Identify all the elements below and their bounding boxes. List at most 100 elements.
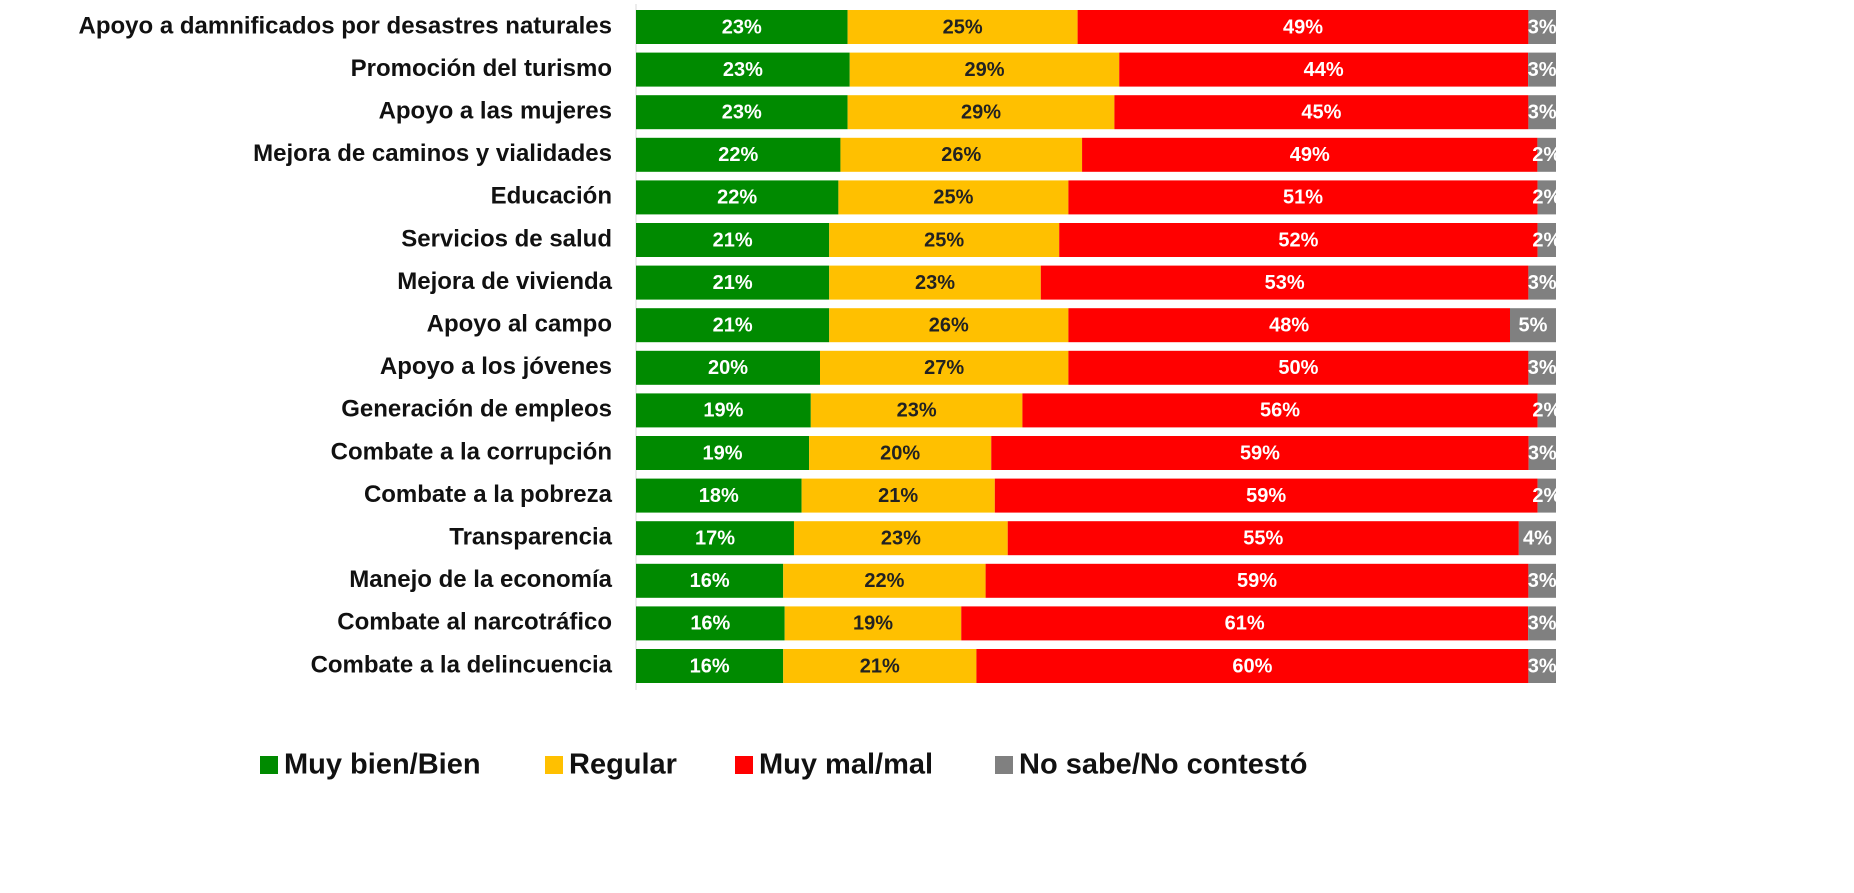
category-label: Servicios de salud [401,225,612,252]
value-label: 21% [713,272,753,294]
bar-segment [1068,308,1510,343]
value-label: 3% [1528,613,1557,635]
value-label: 60% [1232,655,1272,677]
bar-segment [636,436,810,470]
bar-segment [991,436,1529,470]
bar-segment [1040,265,1529,300]
value-label: 2% [1532,229,1561,251]
bar-segment [994,478,1538,513]
value-label: 19% [703,442,743,464]
value-label: 17% [695,527,735,549]
value-label: 29% [964,59,1004,81]
value-label: 52% [1278,229,1318,251]
bar-segment [1537,180,1556,215]
value-label: 2% [1532,400,1561,422]
bar-segment [1068,350,1529,385]
value-label: 3% [1528,570,1557,592]
value-label: 3% [1528,655,1557,677]
value-label: 21% [860,655,900,677]
bar-segment [1537,137,1556,172]
value-label: 45% [1301,101,1341,123]
bar-segment [1082,137,1538,172]
value-label: 20% [880,442,920,464]
bar-segment [1059,223,1538,257]
bar-segment [636,478,802,513]
bar-segment [847,10,1078,44]
value-label: 56% [1260,400,1300,422]
bar-segment [1528,10,1556,44]
bar-segment [961,606,1529,641]
value-label: 53% [1265,272,1305,294]
value-label: 3% [1528,59,1557,81]
value-label: 23% [881,527,921,549]
value-label: 3% [1528,272,1557,294]
bar-segment [636,393,811,428]
bar-segment [636,265,830,300]
value-label: 16% [690,655,730,677]
category-label: Combate a la pobreza [364,481,613,508]
bar-segment [1119,52,1529,87]
bar-segment [829,223,1060,257]
legend-label: No sabe/No contestó [1019,749,1307,781]
category-label: Generación de empleos [341,396,612,423]
bar-segment [1528,95,1556,130]
value-label: 23% [897,400,937,422]
value-label: 22% [718,144,758,166]
legend-label: Muy mal/mal [759,749,933,781]
value-label: 48% [1269,314,1309,336]
bar-segment [636,649,784,683]
value-label: 44% [1304,59,1344,81]
bar-segment [838,180,1069,215]
value-label: 3% [1528,101,1557,123]
category-label: Apoyo a damnificados por desastres natur… [79,12,613,39]
bar-segment [976,649,1529,683]
category-label: Mejora de caminos y vialidades [253,140,612,167]
value-label: 19% [853,613,893,635]
bar-segment [1537,223,1556,257]
bar-segment [1007,521,1519,556]
value-label: 49% [1283,16,1323,38]
value-label: 22% [717,187,757,209]
value-label: 3% [1528,16,1557,38]
bar-segment [1537,393,1556,428]
category-label: Manejo de la economía [349,566,612,593]
bar-segment [1528,436,1556,470]
value-label: 26% [941,144,981,166]
value-label: 21% [878,485,918,507]
value-label: 59% [1240,442,1280,464]
value-label: 16% [690,570,730,592]
value-label: 59% [1237,570,1277,592]
bar-segment [783,649,977,683]
value-label: 26% [929,314,969,336]
bar-segment [1022,393,1538,428]
bar-segment [636,606,785,641]
value-label: 2% [1532,187,1561,209]
value-label: 25% [943,16,983,38]
value-label: 21% [713,314,753,336]
bar-segment [840,137,1083,172]
bar-segment [801,478,995,513]
bar-segment [809,436,992,470]
bar-segment [829,265,1041,300]
value-label: 25% [933,187,973,209]
bar-segment [636,308,830,343]
value-label: 21% [713,229,753,251]
category-label: Combate al narcotráfico [337,609,612,636]
category-label: Educación [491,183,612,210]
value-label: 25% [924,229,964,251]
legend-swatch [735,756,753,774]
bar-segment [1510,308,1556,343]
value-label: 3% [1528,357,1557,379]
category-label: Apoyo a las mujeres [379,98,612,125]
value-label: 2% [1532,144,1561,166]
legend-swatch [260,756,278,774]
bar-segment [1528,563,1556,598]
value-label: 19% [703,400,743,422]
bar-segment [636,223,830,257]
bar-segment [1528,52,1556,87]
value-label: 18% [699,485,739,507]
bar-segment [1077,10,1529,44]
value-label: 61% [1225,613,1265,635]
